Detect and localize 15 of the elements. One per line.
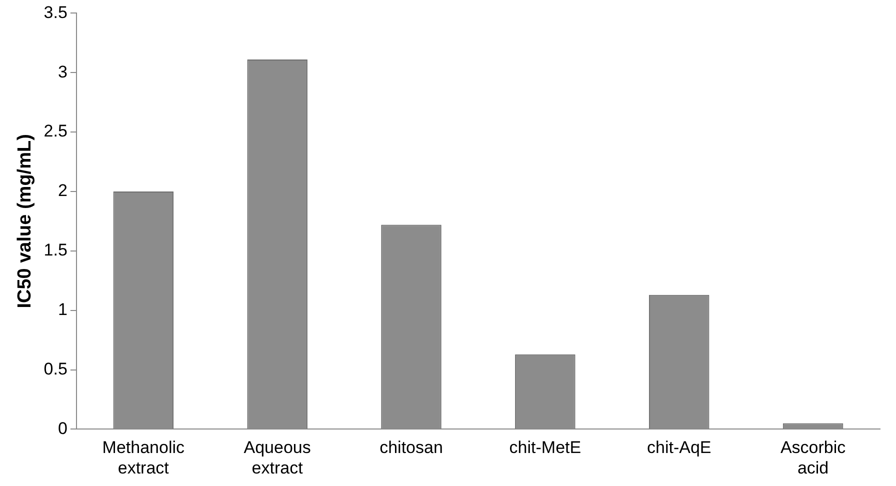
- x-tick-label: Ascorbic acid: [780, 438, 846, 478]
- y-tick-label: 1.5: [44, 240, 68, 260]
- y-tick-label: 0.5: [44, 359, 68, 378]
- x-tick-label: chitosan: [380, 438, 443, 458]
- x-tick-label: chit-AqE: [646, 438, 712, 458]
- x-tick-label: Aqueous extract: [244, 438, 311, 478]
- y-tick-label: 2: [58, 181, 68, 200]
- y-tick-label: 2.5: [44, 122, 68, 141]
- y-tick-label: 0: [58, 418, 68, 438]
- y-tick-label: 1: [58, 300, 68, 320]
- y-tick-label: 3.5: [44, 2, 68, 22]
- x-tick-label: chit-MetE: [509, 438, 582, 458]
- y-tick-label: 3: [58, 62, 68, 82]
- y-axis-title: IC50 value (mg/mL): [14, 134, 36, 308]
- x-tick-label: Methanolic extract: [102, 438, 185, 478]
